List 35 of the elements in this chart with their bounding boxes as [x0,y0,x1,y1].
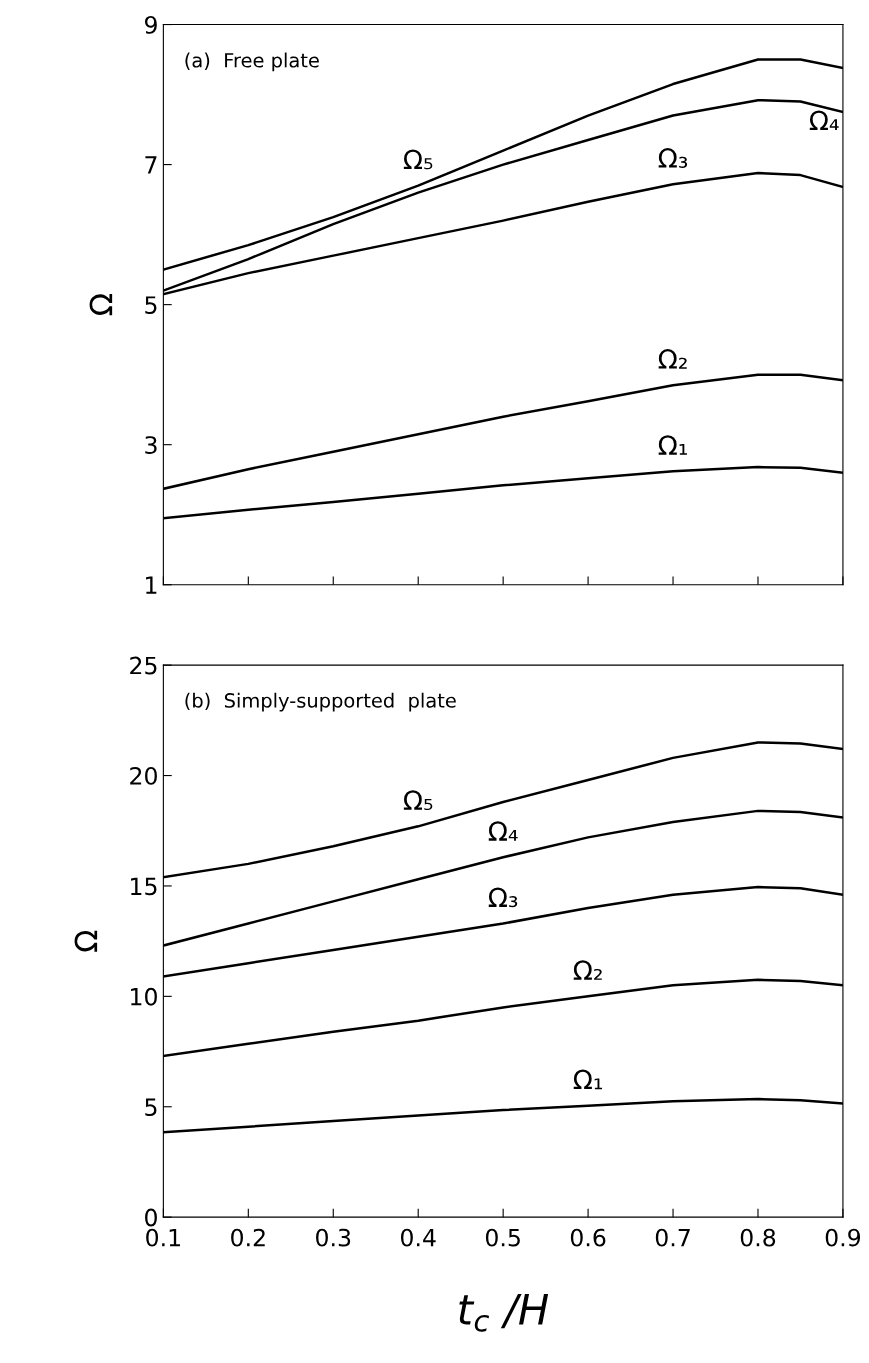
series-label: Ω₄ [488,821,518,841]
x-tick-label: 0.2 [231,1228,265,1247]
y-tick-label: 10 [131,987,157,1006]
x-tick-label: 0.8 [740,1228,776,1247]
y-tick-label: 1 [146,576,157,594]
series-label: Ω₄ [809,110,839,131]
x-tick-label: 0.4 [400,1228,436,1247]
y-tick-label: 0 [145,1208,157,1227]
series-label: Ω₁ [573,1069,603,1090]
series-label: Ω₅ [403,790,433,811]
y-tick-label: 5 [145,1098,157,1117]
series-label: Ω₅ [403,149,433,170]
y-axis-title: Ω [89,294,113,316]
x-tick-label: 0.6 [570,1228,606,1247]
x-axis-title: t$_{c}$ /H [459,1294,549,1332]
text: (b) Simply-supported plate [185,692,456,712]
x-tick-label: 0.7 [655,1228,690,1247]
y-tick-label: 25 [130,656,157,675]
series-label: Ω₁ [658,435,687,455]
series-label: Ω₃ [658,148,688,168]
x-tick-label: 0.5 [485,1228,520,1247]
y-tick-label: 9 [144,15,157,34]
x-tick-label: 0.1 [146,1228,180,1247]
x-tick-label: 0.9 [825,1228,861,1247]
text: (a) Free plate [185,52,319,72]
y-axis-title: Ω [74,930,98,952]
series-label: Ω₃ [488,887,518,908]
series-label: Ω₂ [573,960,602,980]
series-label: Ω₂ [658,349,687,369]
y-tick-label: 5 [145,296,157,314]
y-tick-label: 15 [131,877,157,896]
y-tick-label: 3 [145,436,157,454]
y-tick-label: 7 [145,156,157,174]
y-tick-label: 20 [130,766,157,785]
x-tick-label: 0.3 [316,1228,351,1247]
